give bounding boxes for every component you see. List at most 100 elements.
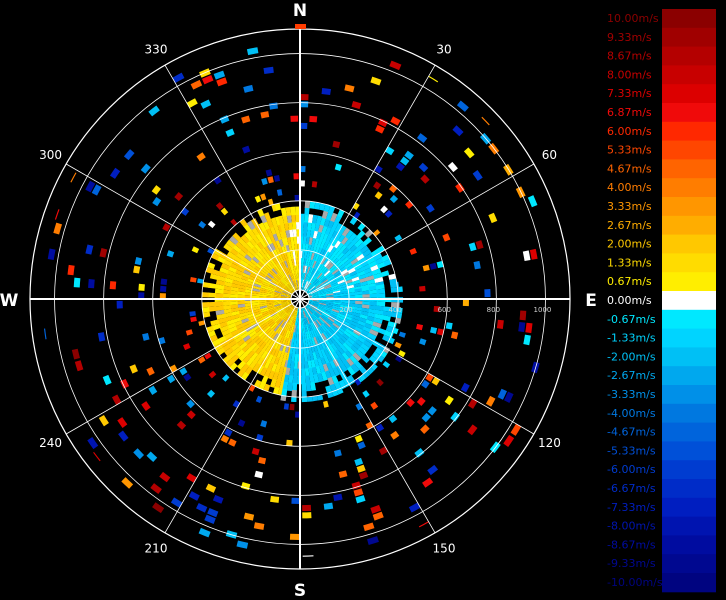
velocity-cell <box>273 316 281 324</box>
velocity-cell <box>279 295 289 298</box>
velocity-cell <box>359 314 369 320</box>
velocity-cell <box>223 281 233 287</box>
velocity-cell <box>339 286 349 291</box>
velocity-cell <box>166 374 176 384</box>
velocity-cell <box>305 346 310 356</box>
velocity-cell <box>281 289 290 294</box>
velocity-cell <box>353 309 363 315</box>
velocity-cell <box>323 502 334 510</box>
velocity-cell <box>357 441 366 450</box>
velocity-cell <box>303 279 308 288</box>
velocity-cell <box>259 366 268 377</box>
velocity-cell <box>360 280 370 287</box>
velocity-cell <box>355 266 365 274</box>
velocity-cell <box>362 390 370 398</box>
velocity-cell <box>306 308 313 317</box>
velocity-cell <box>385 146 395 156</box>
velocity-cell <box>279 300 289 303</box>
velocity-cell <box>354 238 364 248</box>
velocity-cell <box>202 311 211 318</box>
velocity-cell <box>303 353 308 363</box>
velocity-cell <box>268 233 276 243</box>
velocity-cell <box>332 288 342 292</box>
velocity-cell <box>322 232 329 242</box>
velocity-cell <box>290 280 295 289</box>
velocity-cell <box>307 360 313 370</box>
velocity-cell <box>280 207 287 217</box>
velocity-cell <box>390 116 401 126</box>
azimuth-spoke <box>299 163 535 300</box>
velocity-cell <box>159 293 166 299</box>
velocity-cell <box>123 149 135 161</box>
velocity-cell <box>472 170 483 181</box>
velocity-cell <box>310 267 316 276</box>
velocity-cell <box>314 252 321 262</box>
velocity-cell <box>152 502 165 514</box>
velocity-cell <box>111 394 122 406</box>
colorbar-swatch <box>662 554 716 574</box>
velocity-cell <box>519 310 527 321</box>
velocity-cell <box>301 264 304 273</box>
velocity-cell <box>87 437 99 450</box>
colorbar-swatch <box>662 535 716 555</box>
velocity-cell <box>332 390 339 397</box>
velocity-cell <box>341 227 351 237</box>
velocity-cell <box>285 323 291 332</box>
velocity-cell <box>270 347 277 357</box>
velocity-cell <box>251 285 261 290</box>
velocity-cell <box>388 184 398 193</box>
velocity-cell <box>277 319 285 327</box>
velocity-cell <box>255 275 264 282</box>
velocity-cell <box>280 301 289 305</box>
velocity-cell <box>317 318 324 326</box>
velocity-cell <box>376 378 384 387</box>
velocity-cell <box>214 288 224 294</box>
velocity-cell <box>279 279 287 286</box>
velocity-cell <box>282 276 289 284</box>
velocity-cell <box>285 258 291 268</box>
colorbar-label: -3.33m/s <box>607 388 656 401</box>
colorbar-swatch <box>662 516 716 536</box>
velocity-cell <box>309 228 315 238</box>
azimuth-label: 30 <box>436 43 451 57</box>
velocity-cell <box>151 185 161 195</box>
velocity-cell <box>272 300 281 303</box>
velocity-cell <box>221 293 231 298</box>
velocity-cell <box>276 350 282 360</box>
velocity-cell <box>294 310 298 319</box>
velocity-cell <box>325 305 334 310</box>
velocity-cell <box>418 162 429 173</box>
velocity-cell <box>259 332 268 341</box>
velocity-cell <box>312 278 320 286</box>
velocity-cell <box>324 286 334 291</box>
velocity-cell <box>326 299 335 303</box>
velocity-cell <box>225 128 235 137</box>
range-ring-label: 200 <box>339 306 352 314</box>
velocity-cell <box>273 224 280 234</box>
velocity-cell <box>354 263 364 271</box>
velocity-cell <box>283 337 289 347</box>
velocity-cell <box>320 256 327 265</box>
velocity-cell <box>261 279 271 285</box>
velocity-cell <box>344 278 354 285</box>
velocity-cell <box>214 293 224 298</box>
velocity-cell <box>310 330 316 339</box>
velocity-cell <box>229 262 239 270</box>
velocity-cell <box>243 295 253 299</box>
velocity-cell <box>394 234 403 242</box>
velocity-cell <box>307 331 312 341</box>
velocity-cell <box>244 305 253 310</box>
velocity-cell <box>278 343 285 353</box>
velocity-cell <box>293 361 298 370</box>
velocity-cell <box>274 364 281 375</box>
velocity-cell <box>351 332 361 340</box>
velocity-cell <box>286 338 291 348</box>
velocity-cell <box>303 317 307 327</box>
velocity-cell <box>325 211 334 221</box>
velocity-cell <box>342 320 351 327</box>
velocity-cell <box>186 399 195 409</box>
velocity-cell <box>266 285 276 291</box>
velocity-cell <box>300 166 306 173</box>
velocity-cell <box>290 317 295 326</box>
velocity-cell <box>319 316 327 324</box>
